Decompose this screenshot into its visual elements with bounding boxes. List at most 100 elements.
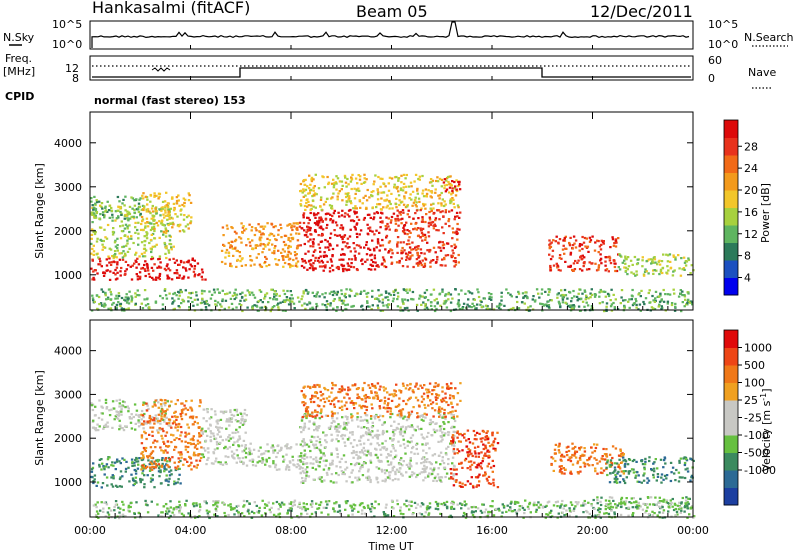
data-cell xyxy=(391,207,394,210)
data-cell xyxy=(352,449,355,453)
data-cell xyxy=(170,400,173,403)
data-cell xyxy=(138,414,141,417)
data-cell xyxy=(156,458,159,462)
data-cell xyxy=(422,392,426,395)
data-cell xyxy=(447,421,450,424)
data-cell xyxy=(194,444,197,447)
data-cell xyxy=(313,295,316,298)
data-cell xyxy=(188,194,191,197)
data-cell xyxy=(273,252,276,255)
data-cell xyxy=(415,258,419,261)
data-cell xyxy=(143,448,146,451)
data-cell xyxy=(167,418,171,421)
data-cell xyxy=(350,176,353,179)
data-cell xyxy=(444,293,448,296)
data-cell xyxy=(224,256,227,259)
data-cell xyxy=(165,229,168,232)
data-cell xyxy=(283,458,286,461)
data-cell xyxy=(164,232,168,235)
data-cell xyxy=(96,423,99,426)
data-cell xyxy=(461,485,464,488)
data-cell xyxy=(301,227,304,230)
data-cell xyxy=(127,407,130,410)
data-cell xyxy=(456,415,459,418)
data-cell xyxy=(241,226,245,229)
data-cell xyxy=(451,410,454,413)
data-cell xyxy=(101,406,104,409)
data-cell xyxy=(125,308,128,311)
data-cell xyxy=(324,446,327,449)
data-cell xyxy=(426,308,430,311)
data-cell xyxy=(219,462,222,466)
data-cell xyxy=(221,299,224,303)
data-cell xyxy=(428,461,431,464)
y-tick-label: 2000 xyxy=(54,225,82,238)
data-cell xyxy=(281,248,285,251)
data-cell xyxy=(176,276,179,279)
data-cell xyxy=(356,396,359,400)
data-cell xyxy=(614,262,617,265)
data-cell xyxy=(166,451,169,454)
data-cell xyxy=(302,404,306,407)
data-cell xyxy=(346,416,349,419)
data-cell xyxy=(350,258,354,261)
data-cell xyxy=(426,249,429,252)
data-cell xyxy=(119,206,122,209)
data-cell xyxy=(177,451,180,454)
data-cell xyxy=(674,302,677,305)
data-cell xyxy=(577,305,581,308)
data-cell xyxy=(384,480,387,483)
data-cell xyxy=(329,480,333,483)
data-cell xyxy=(168,422,171,425)
data-cell xyxy=(315,293,318,296)
data-cell xyxy=(321,265,324,268)
data-cell xyxy=(96,307,99,310)
data-cell xyxy=(229,409,232,412)
data-cell xyxy=(439,249,443,252)
data-cell xyxy=(330,453,333,456)
data-cell xyxy=(451,255,454,258)
data-cell xyxy=(124,254,127,257)
data-cell xyxy=(340,258,343,261)
data-cell xyxy=(149,418,153,421)
data-cell xyxy=(158,195,161,198)
data-cell xyxy=(111,233,115,236)
data-cell xyxy=(193,420,197,423)
data-cell xyxy=(148,433,151,436)
data-cell xyxy=(408,246,412,249)
data-cell xyxy=(672,270,675,273)
data-cell xyxy=(156,429,159,432)
data-cell xyxy=(421,386,424,389)
data-cell xyxy=(315,439,318,443)
data-cell xyxy=(651,260,654,263)
data-cell xyxy=(420,264,423,267)
data-cell xyxy=(394,449,397,452)
data-cell xyxy=(422,195,426,198)
data-cell xyxy=(555,235,558,238)
data-cell xyxy=(358,470,361,473)
data-cell xyxy=(331,221,334,224)
data-cell xyxy=(428,248,431,252)
data-cell xyxy=(164,399,167,402)
data-cell xyxy=(104,423,108,426)
data-cell xyxy=(331,462,334,465)
data-cell xyxy=(383,472,387,475)
data-cell xyxy=(626,273,629,276)
data-cell xyxy=(172,257,175,260)
data-cell xyxy=(342,421,346,424)
data-cell xyxy=(338,406,342,409)
data-cell xyxy=(394,470,397,473)
data-cell xyxy=(303,234,307,237)
data-cell xyxy=(320,259,323,262)
data-cell xyxy=(131,461,134,464)
data-cell xyxy=(267,450,270,453)
data-cell xyxy=(318,405,321,408)
data-cell xyxy=(314,173,317,176)
data-cell xyxy=(223,447,226,450)
data-cell xyxy=(681,290,684,293)
data-cell xyxy=(335,224,339,227)
data-cell xyxy=(338,460,342,464)
data-cell xyxy=(149,200,152,203)
data-cell xyxy=(459,211,462,214)
data-cell xyxy=(281,255,284,258)
